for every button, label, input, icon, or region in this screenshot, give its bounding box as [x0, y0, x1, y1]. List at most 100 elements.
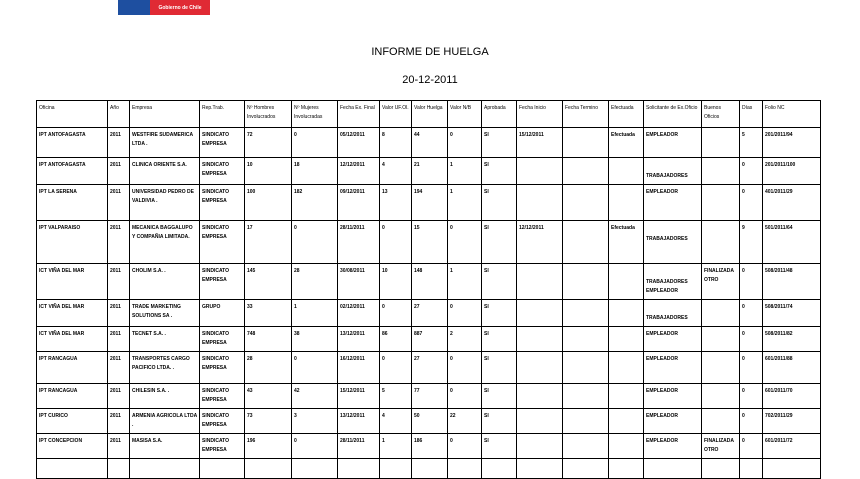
table-cell: IPT RANCAGUA — [36, 351, 108, 384]
cell-text: IPT ANTOFAGASTA — [39, 132, 86, 138]
table-cell: 0 — [379, 351, 412, 384]
cell-text: 4 — [382, 162, 385, 168]
cell-text: 201/2011/94 — [765, 132, 793, 138]
cell-text: 2011 — [110, 356, 121, 362]
table-cell: 72 — [244, 127, 292, 158]
cell-text: SI — [484, 189, 489, 195]
cell-text: TRABAJADORES — [646, 173, 688, 179]
table-cell: 887 — [411, 326, 448, 352]
table-cell: 28/11/2011 — [337, 220, 380, 264]
table-cell — [562, 184, 609, 221]
table-cell: 18 — [291, 157, 338, 185]
table-cell — [739, 458, 763, 479]
cell-text: 196 — [247, 438, 256, 444]
table-cell: 0 — [447, 299, 482, 327]
table-cell — [291, 458, 338, 479]
cell-text: 0 — [742, 162, 745, 168]
table-cell: SI — [481, 408, 517, 434]
cell-text: 28 — [247, 356, 253, 362]
cell-text: 15 — [414, 225, 420, 231]
table-cell — [562, 263, 609, 300]
table-cell — [701, 408, 740, 434]
cell-text: 0 — [742, 304, 745, 310]
table-row — [36, 458, 821, 479]
cell-text: 0 — [450, 132, 453, 138]
cell-text: 601/2011/70 — [765, 388, 793, 394]
table-cell — [608, 326, 644, 352]
table-cell: SINDICATO EMPRESA — [199, 326, 245, 352]
column-header: Fecha Ex. Final — [337, 100, 380, 128]
table-cell: 4 — [379, 157, 412, 185]
table-cell: 1 — [447, 184, 482, 221]
cell-text: 148 — [414, 268, 423, 274]
cell-text: 0 — [742, 388, 745, 394]
table-cell: 30/08/2011 — [337, 263, 380, 300]
cell-text: 0 — [382, 225, 385, 231]
cell-text: 508/2011/48 — [765, 268, 793, 274]
cell-text: 508/2011/74 — [765, 304, 793, 310]
cell-text: SINDICATO EMPRESA — [202, 268, 230, 283]
cell-text: EMPLEADOR — [646, 189, 678, 195]
cell-text: 186 — [414, 438, 423, 444]
table-cell: 508/2011/82 — [762, 326, 821, 352]
cell-text: 28/11/2011 — [340, 225, 365, 231]
table-cell: 5 — [739, 127, 763, 158]
table-cell: 194 — [411, 184, 448, 221]
table-cell: ICT VIÑA DEL MAR — [36, 263, 108, 300]
table-cell: 0 — [447, 127, 482, 158]
table-cell: 9 — [739, 220, 763, 264]
cell-text: 77 — [414, 388, 420, 394]
cell-text: 0 — [294, 225, 297, 231]
table-cell: 2011 — [107, 299, 130, 327]
cell-text: 2011 — [110, 304, 121, 310]
cell-text: 17 — [247, 225, 253, 231]
table-cell: EMPLEADOR — [643, 351, 702, 384]
table-cell: 601/2011/72 — [762, 433, 821, 459]
table-cell: GRUPO — [199, 299, 245, 327]
cell-text: TRABAJADORES — [646, 236, 688, 242]
table-cell: 05/12/2011 — [337, 127, 380, 158]
column-header: Fecha Inicio — [516, 100, 563, 128]
cell-text: EMPLEADOR — [646, 438, 678, 444]
cell-text: 0 — [450, 438, 453, 444]
table-cell — [562, 127, 609, 158]
cell-text: 0 — [742, 413, 745, 419]
table-cell — [701, 157, 740, 185]
table-cell — [608, 433, 644, 459]
table-cell — [516, 157, 563, 185]
table-row: IPT LA SERENA 2011 UNIVERSIDAD PEDRO DE VA… — [36, 184, 821, 221]
cell-text: 2011 — [110, 132, 121, 138]
cell-text: FINALIZADA OTRO — [704, 268, 734, 283]
table-cell: 13 — [379, 184, 412, 221]
table-cell — [701, 351, 740, 384]
table-cell: SINDICATO EMPRESA — [199, 220, 245, 264]
cell-text: 28/11/2011 — [340, 438, 365, 444]
cell-text: TRADE MARKETING SOLUTIONS SA . — [132, 304, 181, 319]
cell-text: 0 — [742, 331, 745, 337]
table-cell — [608, 157, 644, 185]
table-cell: FINALIZADA OTRO — [701, 263, 740, 300]
cell-text: EMPLEADOR — [646, 413, 678, 419]
table-cell: 28 — [244, 351, 292, 384]
cell-text: 2011 — [110, 438, 121, 444]
cell-text: 1 — [382, 438, 385, 444]
table-cell: SI — [481, 127, 517, 158]
cell-text: 0 — [450, 388, 453, 394]
table-cell: 0 — [447, 383, 482, 409]
cell-text: WESTFIRE SUDAMERICA LTDA . — [132, 132, 193, 147]
table-cell — [762, 458, 821, 479]
cell-text: 8 — [382, 132, 385, 138]
column-header: Nº Hombres Involucrados — [244, 100, 292, 128]
cell-text: 3 — [294, 413, 297, 419]
table-cell: 8 — [379, 127, 412, 158]
table-cell: SI — [481, 220, 517, 264]
cell-text: 18 — [294, 162, 300, 168]
cell-text: 201/2011/100 — [765, 162, 796, 168]
table-cell: 0 — [379, 220, 412, 264]
table-cell — [562, 326, 609, 352]
cell-text: TRANSPORTES CARGO PACIFICO LTDA. . — [132, 356, 190, 371]
table-cell: 33 — [244, 299, 292, 327]
table-row: ICT VIÑA DEL MAR 2011 TRADE MARKETING SOLU… — [36, 299, 821, 327]
table-cell: 201/2011/100 — [762, 157, 821, 185]
table-cell: 44 — [411, 127, 448, 158]
